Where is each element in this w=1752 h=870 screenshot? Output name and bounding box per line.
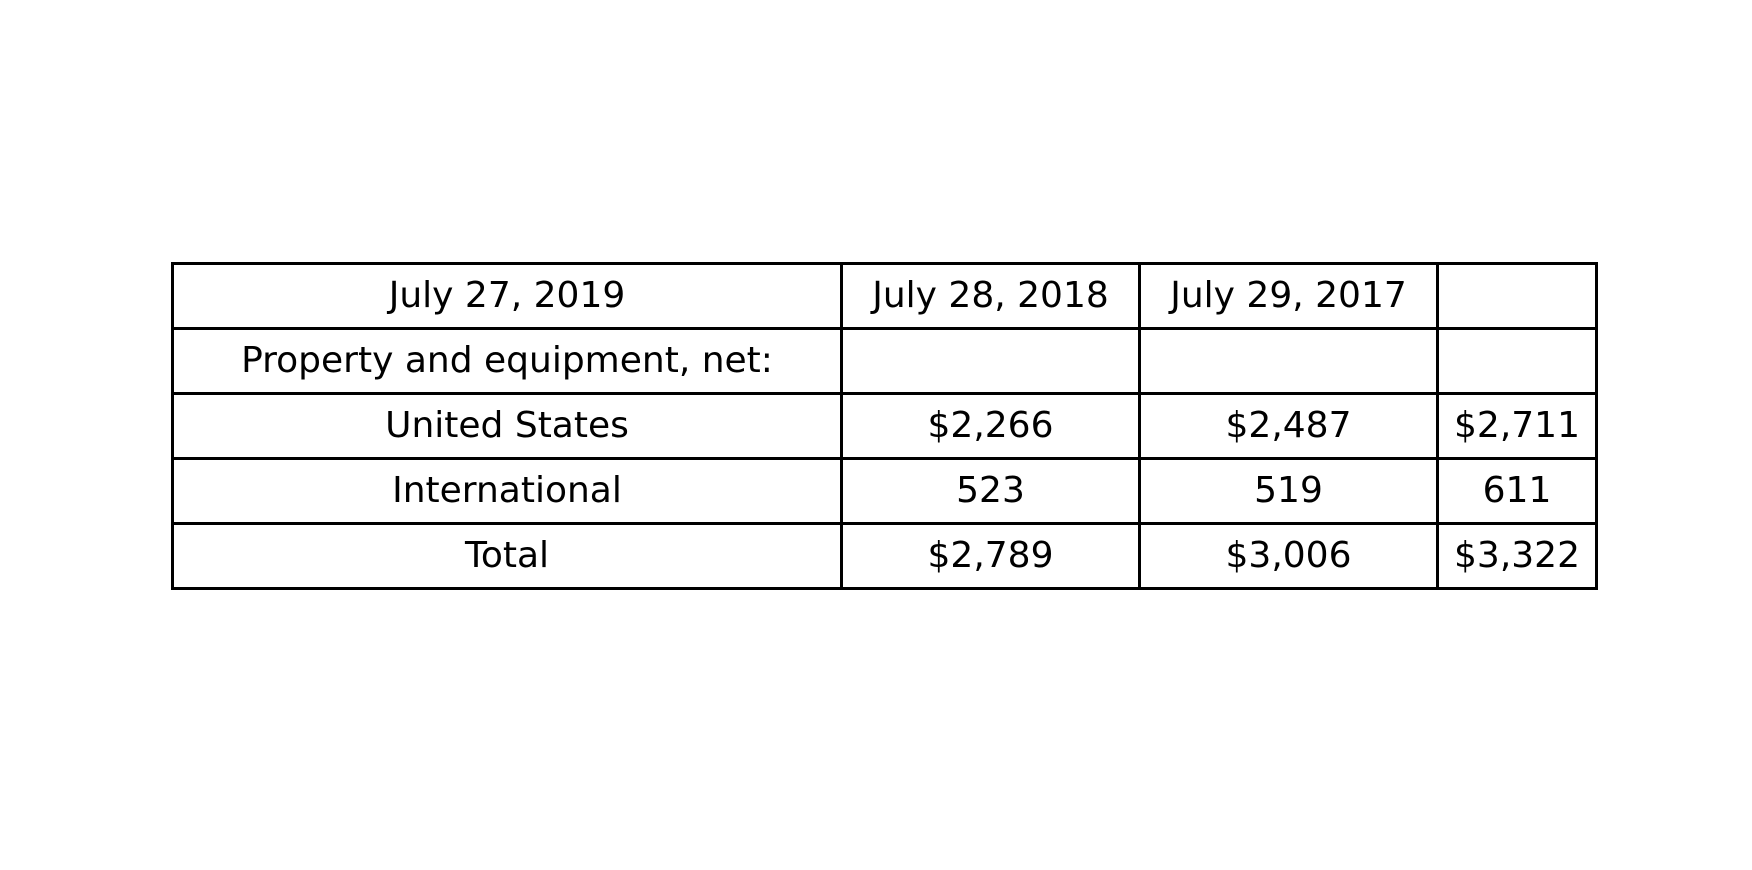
table-cell: $3,006 [1138, 522, 1439, 590]
table-row-section-label: Property and equipment, net: [171, 327, 1598, 395]
property-equipment-table: July 27, 2019 July 28, 2018 July 29, 201… [171, 262, 1598, 590]
table-row-international: International 523 519 611 [171, 457, 1598, 525]
row-label: Property and equipment, net: [171, 327, 843, 395]
row-label: International [171, 457, 843, 525]
header-cell: July 29, 2017 [1138, 262, 1439, 330]
table-cell: 611 [1436, 457, 1598, 525]
table-cell: $2,487 [1138, 392, 1439, 460]
row-label: Total [171, 522, 843, 590]
table-row-header: July 27, 2019 July 28, 2018 July 29, 201… [171, 262, 1598, 330]
table-cell [1436, 327, 1598, 395]
row-label: United States [171, 392, 843, 460]
header-cell: July 27, 2019 [171, 262, 843, 330]
table-cell [1138, 327, 1439, 395]
table-cell [840, 327, 1141, 395]
table-row-united-states: United States $2,266 $2,487 $2,711 [171, 392, 1598, 460]
table-cell: $2,266 [840, 392, 1141, 460]
table-row-total: Total $2,789 $3,006 $3,322 [171, 522, 1598, 590]
header-cell: July 28, 2018 [840, 262, 1141, 330]
table-cell: $2,711 [1436, 392, 1598, 460]
table-cell: $3,322 [1436, 522, 1598, 590]
header-cell [1436, 262, 1598, 330]
table-cell: 523 [840, 457, 1141, 525]
table-cell: $2,789 [840, 522, 1141, 590]
table-cell: 519 [1138, 457, 1439, 525]
